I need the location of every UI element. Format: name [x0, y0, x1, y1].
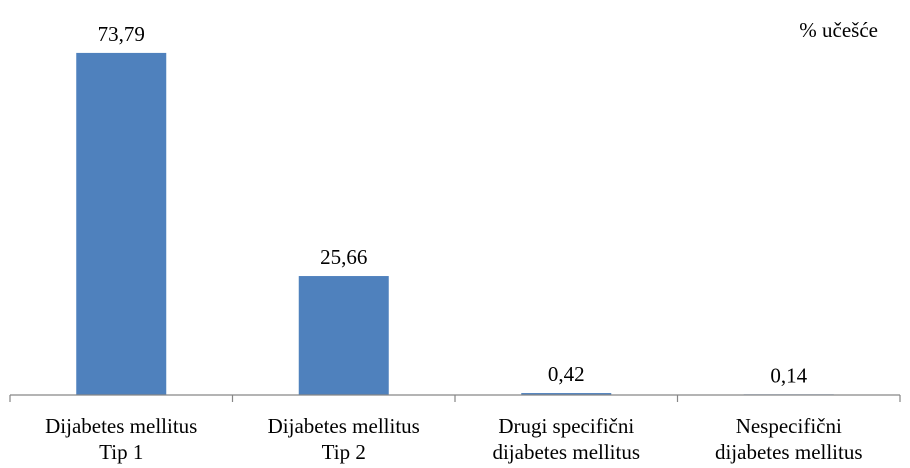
category-label: Tip 2	[322, 440, 366, 464]
bar	[521, 393, 612, 395]
category-label: Nespecifični	[736, 414, 842, 438]
data-label: 0,42	[548, 362, 585, 386]
category-label: dijabetes mellitus	[715, 440, 863, 464]
bar	[298, 276, 389, 395]
data-label: 73,79	[98, 22, 145, 46]
unit-label: % učešće	[799, 18, 878, 42]
category-label: Tip 1	[99, 440, 143, 464]
bars-layer	[76, 52, 834, 396]
category-label: Dijabetes mellitus	[45, 414, 197, 438]
data-label: 0,14	[770, 363, 807, 387]
data-label: 25,66	[320, 245, 367, 269]
category-label: dijabetes mellitus	[492, 440, 640, 464]
category-label: Dijabetes mellitus	[268, 414, 420, 438]
x-axis	[9, 394, 901, 402]
bar	[76, 52, 167, 396]
category-label: Drugi specifični	[498, 414, 634, 438]
